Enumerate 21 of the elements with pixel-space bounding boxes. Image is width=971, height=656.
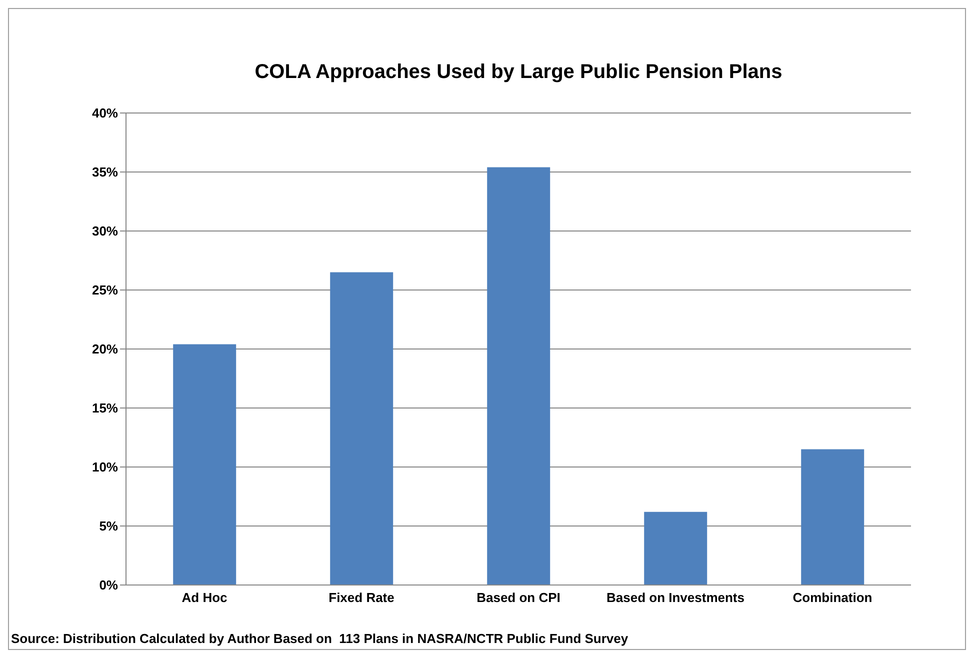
y-tick-label: 10% [92, 460, 118, 475]
x-tick-label: Based on CPI [476, 590, 560, 606]
y-tick-label: 0% [99, 578, 118, 593]
x-tick-label: Combination [792, 590, 872, 606]
bar [173, 344, 236, 585]
y-tick-label: 35% [92, 164, 118, 180]
y-tick-label: 5% [99, 518, 118, 534]
y-tick-label: 20% [92, 342, 118, 357]
y-tick-label: 15% [92, 400, 118, 416]
chart-title: COLA Approaches Used by Large Public Pension Plans [254, 61, 784, 84]
source-note: Source: Distribution Calculated by Author Based on 113 Plans in NASRA/NCTR Public Fund Survey [11, 631, 628, 646]
y-tick-label: 25% [92, 282, 118, 298]
y-tick-label: 30% [92, 224, 118, 239]
x-tick-label: Based on Investments [606, 590, 744, 606]
x-tick-label: Ad Hoc [182, 590, 228, 606]
bar [330, 272, 394, 585]
y-tick-label: 40% [92, 106, 118, 121]
bar [644, 512, 708, 585]
x-tick-label: Fixed Rate [328, 590, 394, 606]
bar [801, 449, 864, 585]
bar [487, 167, 550, 585]
